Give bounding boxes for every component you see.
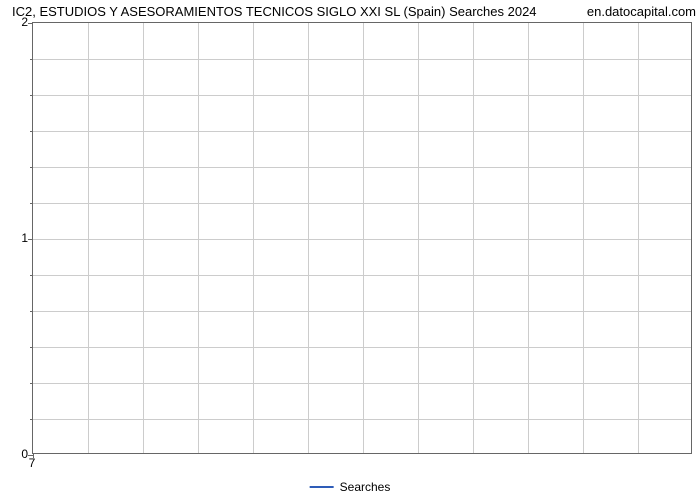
chart-plot-area (32, 22, 692, 454)
y-axis-minor-tick (30, 419, 33, 420)
chart-title: IC2, ESTUDIOS Y ASESORAMIENTOS TECNICOS … (12, 4, 537, 19)
gridline-vertical (638, 23, 639, 453)
y-axis-minor-tick (30, 203, 33, 204)
y-axis-minor-tick (30, 347, 33, 348)
y-axis-minor-tick (30, 383, 33, 384)
legend-label: Searches (340, 480, 391, 494)
gridline-horizontal (33, 419, 691, 420)
y-axis-tick (28, 23, 33, 24)
gridline-horizontal (33, 383, 691, 384)
gridline-horizontal (33, 275, 691, 276)
watermark-text: en.datocapital.com (587, 4, 696, 19)
gridline-vertical (253, 23, 254, 453)
gridline-vertical (143, 23, 144, 453)
y-axis-label: 0 (21, 447, 28, 461)
gridline-vertical (88, 23, 89, 453)
chart-legend: Searches (310, 480, 391, 494)
gridline-horizontal (33, 59, 691, 60)
gridline-vertical (418, 23, 419, 453)
gridline-horizontal (33, 131, 691, 132)
gridline-horizontal (33, 203, 691, 204)
gridline-vertical (473, 23, 474, 453)
gridline-horizontal (33, 95, 691, 96)
gridline-horizontal (33, 311, 691, 312)
legend-swatch-icon (310, 486, 334, 488)
gridline-vertical (583, 23, 584, 453)
y-axis-minor-tick (30, 95, 33, 96)
x-axis-label: 7 (29, 456, 36, 470)
gridline-vertical (308, 23, 309, 453)
y-axis-minor-tick (30, 59, 33, 60)
gridline-vertical (198, 23, 199, 453)
gridline-horizontal (33, 347, 691, 348)
gridline-horizontal (33, 167, 691, 168)
gridline-vertical (528, 23, 529, 453)
y-axis-minor-tick (30, 311, 33, 312)
y-axis-label: 1 (21, 231, 28, 245)
y-axis-label: 2 (21, 15, 28, 29)
y-axis-minor-tick (30, 167, 33, 168)
gridline-horizontal (33, 239, 691, 240)
gridline-vertical (363, 23, 364, 453)
y-axis-minor-tick (30, 275, 33, 276)
y-axis-tick (28, 239, 33, 240)
y-axis-minor-tick (30, 131, 33, 132)
